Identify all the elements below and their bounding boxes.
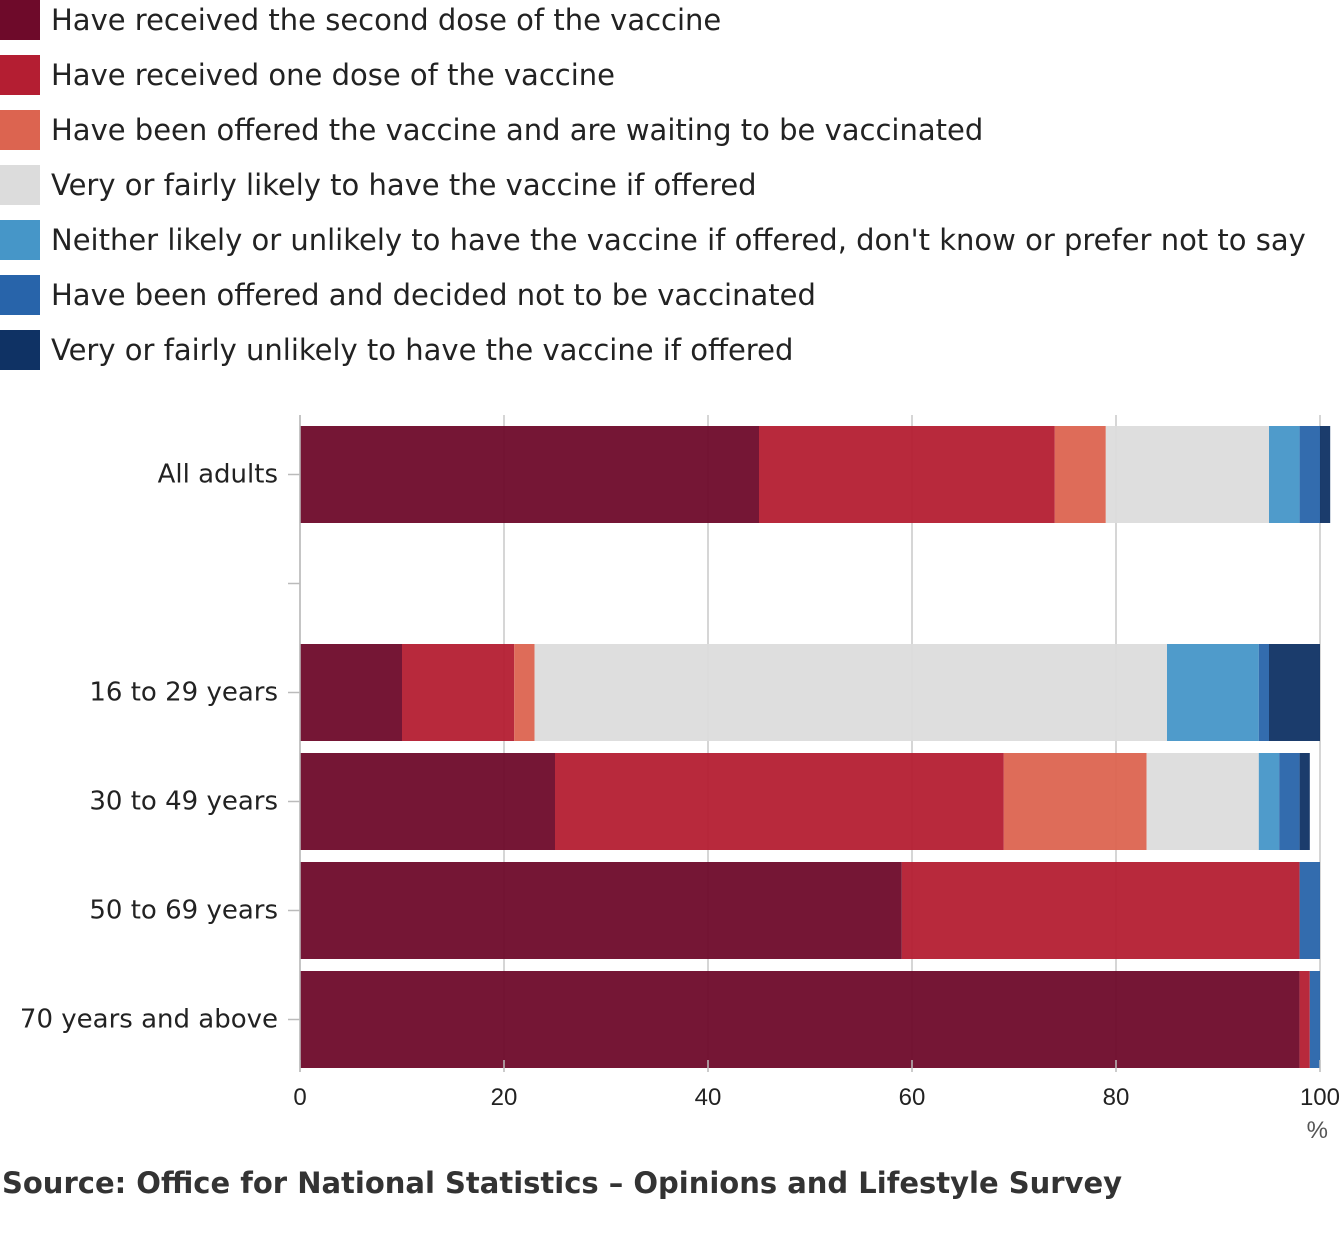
category-label: All adults <box>158 460 278 490</box>
bar-segment <box>1299 862 1320 959</box>
legend-label: Have received the second dose of the vac… <box>51 3 722 37</box>
legend-swatch <box>0 110 40 150</box>
x-tick-label: 80 <box>1103 1084 1130 1111</box>
bar-segment <box>1299 426 1320 523</box>
legend-item: Neither likely or unlikely to have the v… <box>0 220 1306 260</box>
bar-segment <box>300 753 555 850</box>
legend-swatch <box>0 0 40 40</box>
bar-segment <box>514 644 535 741</box>
legend-swatch <box>0 220 40 260</box>
bar-segment <box>1105 426 1269 523</box>
x-tick-label: 100 <box>1300 1084 1340 1111</box>
category-label: 50 to 69 years <box>89 896 278 926</box>
category-label: 70 years and above <box>20 1005 278 1035</box>
legend-swatch <box>0 330 40 370</box>
bars <box>300 426 1331 1068</box>
bar-segment <box>300 426 759 523</box>
bar-segment <box>1299 971 1310 1068</box>
bar-segment <box>1269 426 1300 523</box>
legend-item: Very or fairly unlikely to have the vacc… <box>0 330 793 370</box>
bar-segment <box>1258 644 1269 741</box>
category-label: 30 to 49 years <box>89 787 278 817</box>
bar-segment <box>534 644 1167 741</box>
bar-segment <box>300 862 902 959</box>
legend-swatch <box>0 55 40 95</box>
bar-segment <box>1146 753 1259 850</box>
legend-item: Have been offered and decided not to be … <box>0 275 816 315</box>
bar-segment <box>1167 644 1259 741</box>
bar-segment <box>901 862 1300 959</box>
bar-segment <box>1299 753 1310 850</box>
bar-segment <box>1003 753 1147 850</box>
bar-segment <box>1269 644 1320 741</box>
legend-swatch <box>0 165 40 205</box>
legend-label: Very or fairly likely to have the vaccin… <box>51 168 757 202</box>
bar-segment <box>300 644 402 741</box>
legend-item: Very or fairly likely to have the vaccin… <box>0 165 757 205</box>
x-tick-label: 60 <box>899 1084 926 1111</box>
bar-segment <box>1279 753 1300 850</box>
x-unit-label: % <box>1307 1117 1328 1144</box>
legend-label: Have been offered and decided not to be … <box>51 278 816 312</box>
category-label: 16 to 29 years <box>89 678 278 708</box>
legend-label: Have been offered the vaccine and are wa… <box>51 113 984 147</box>
bar-segment <box>402 644 515 741</box>
bar-segment <box>300 971 1300 1068</box>
legend-item: Have received one dose of the vaccine <box>0 55 615 95</box>
x-tick-label: 40 <box>695 1084 722 1111</box>
legend-label: Neither likely or unlikely to have the v… <box>51 223 1306 257</box>
source-note: Source: Office for National Statistics –… <box>2 1166 1123 1200</box>
bar-segment <box>1054 426 1106 523</box>
legend-item: Have been offered the vaccine and are wa… <box>0 110 983 150</box>
legend-label: Have received one dose of the vaccine <box>51 58 615 92</box>
legend-swatch <box>0 275 40 315</box>
x-tick-label: 20 <box>491 1084 518 1111</box>
bar-segment <box>1320 426 1331 523</box>
bar-segment <box>759 426 1055 523</box>
x-tick-label: 0 <box>293 1084 306 1111</box>
axes: All adults 16 to 29 years 30 to 49 years 50… <box>20 415 1340 1144</box>
legend-label: Very or fairly unlikely to have the vacc… <box>51 333 794 367</box>
bar-segment <box>1309 971 1320 1068</box>
legend-item: Have received the second dose of the vac… <box>0 0 721 40</box>
stacked-bar-chart: All adults 16 to 29 years 30 to 49 years 50… <box>20 415 1340 1144</box>
bar-segment <box>1258 753 1280 850</box>
bar-segment <box>555 753 1004 850</box>
